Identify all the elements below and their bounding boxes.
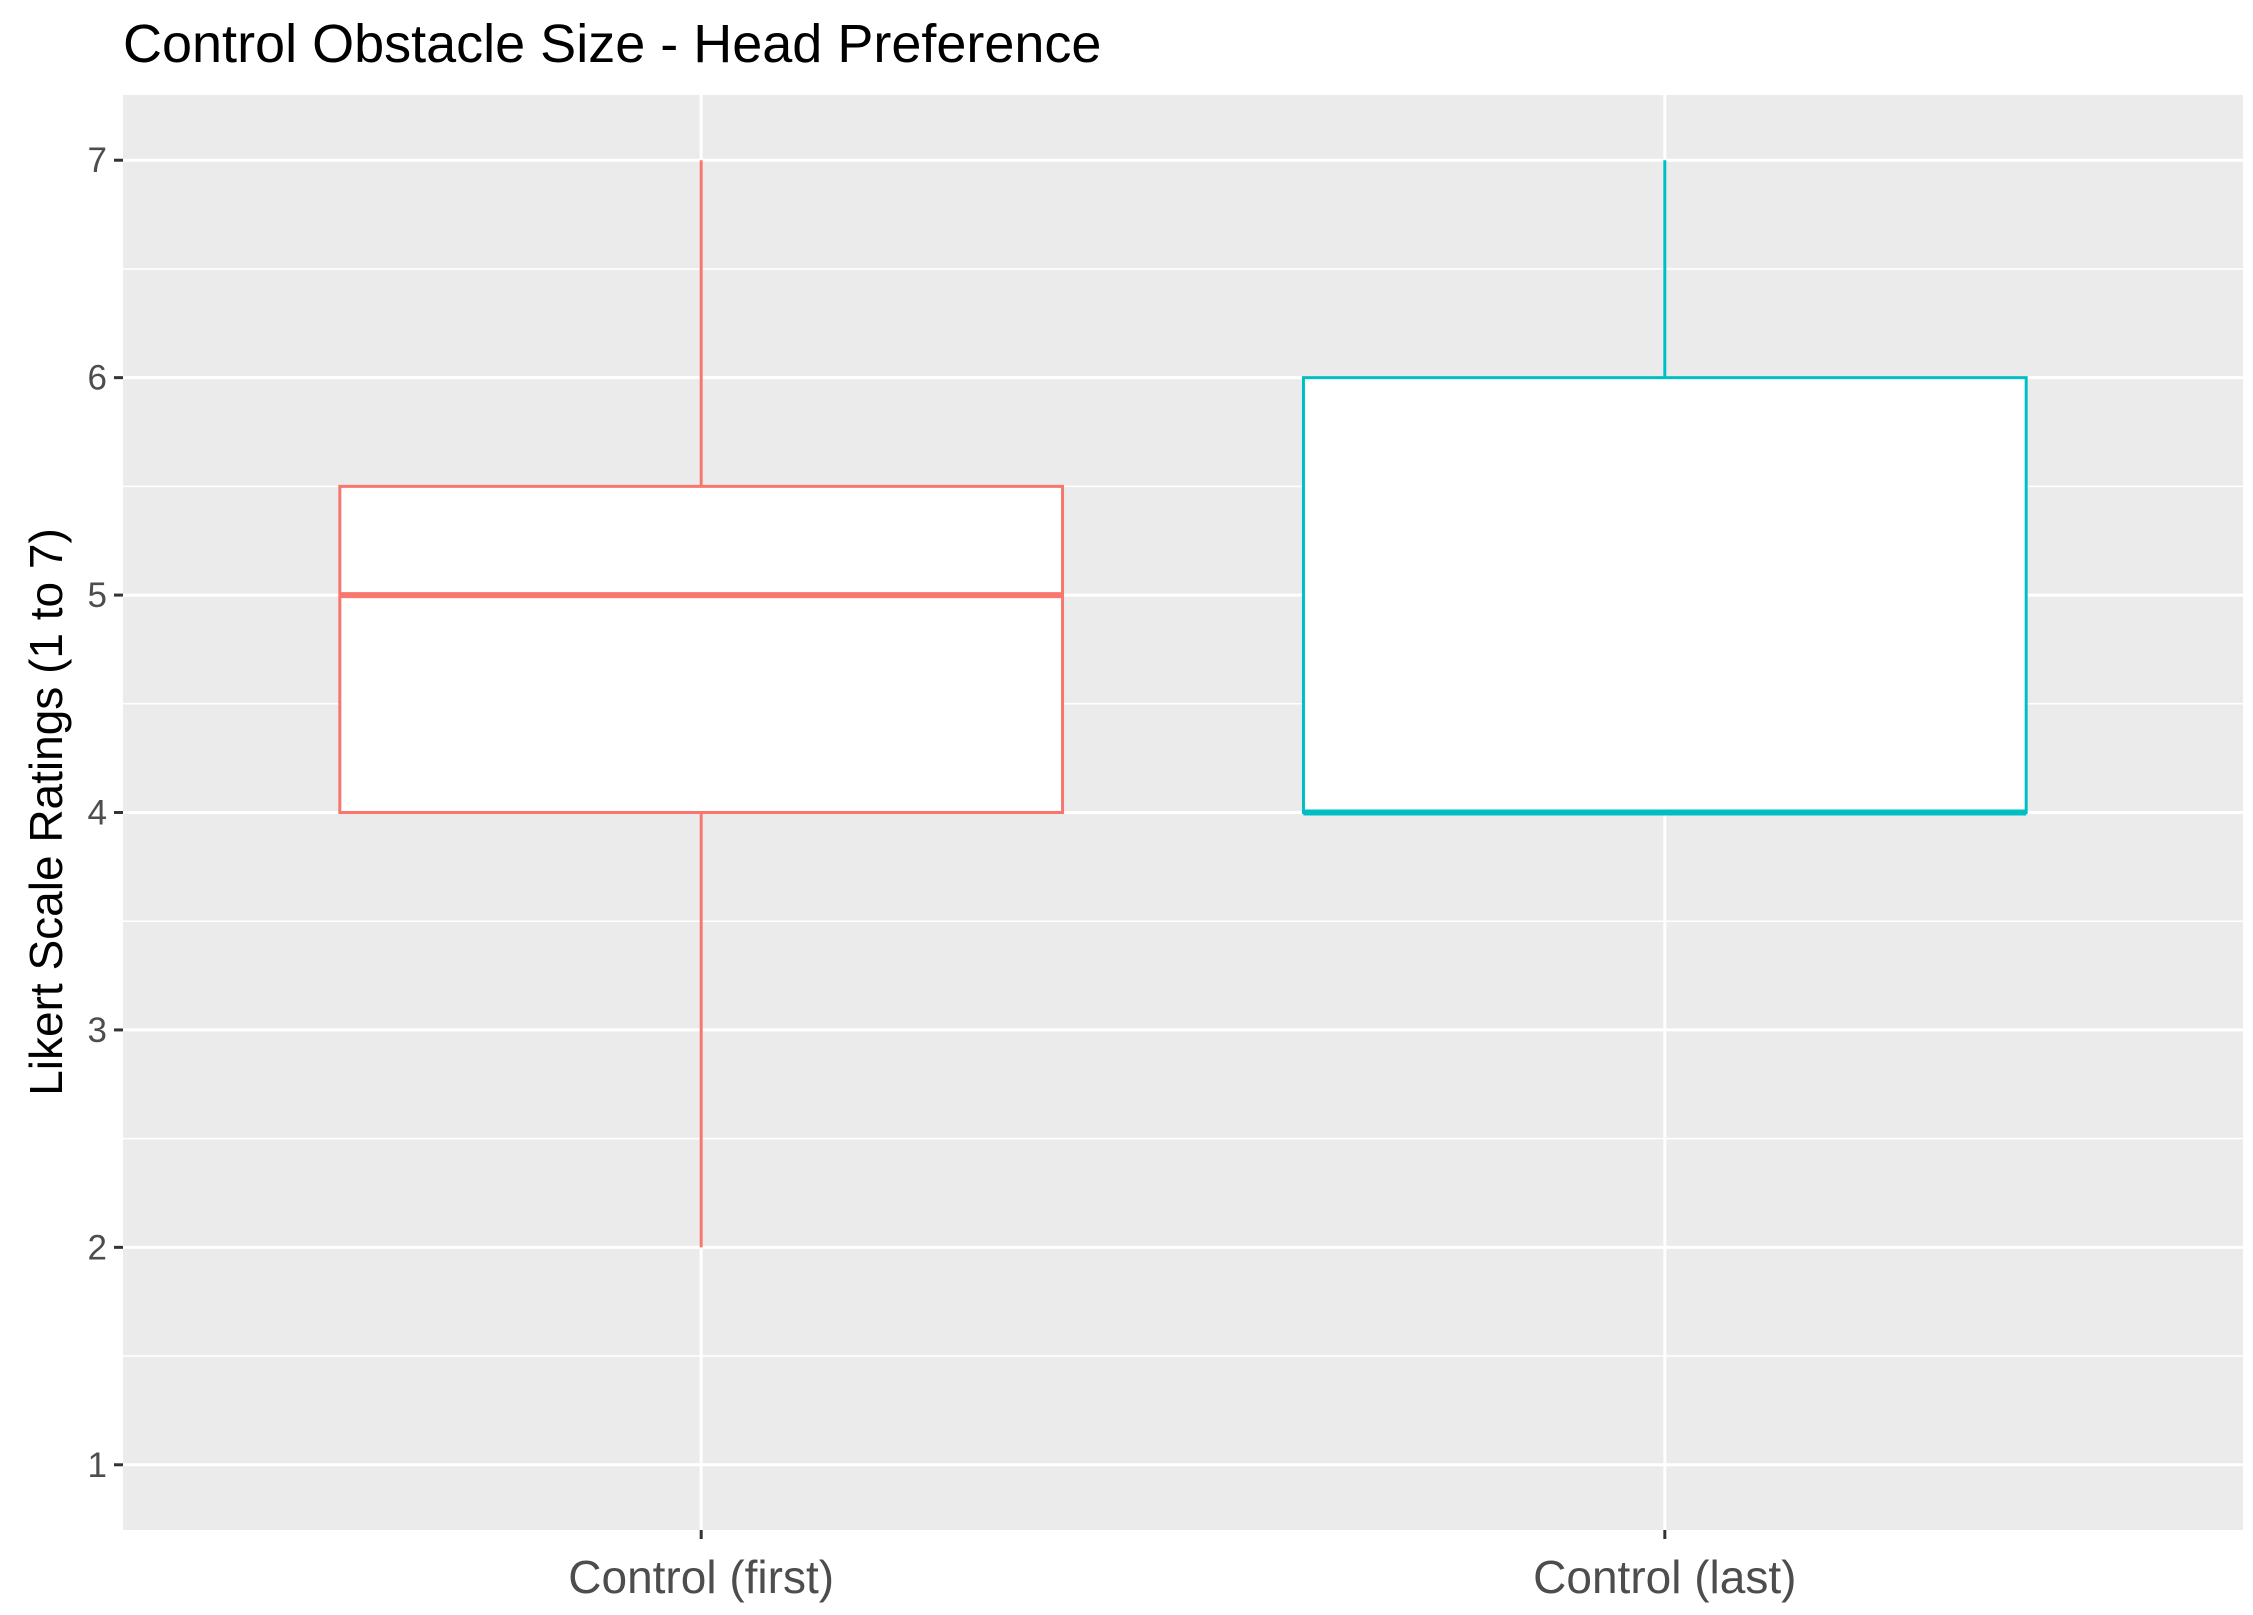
y-axis: 1 2 3 4 5 6 7 (88, 141, 123, 1485)
x-axis: Control (first) Control (last) (568, 1530, 1796, 1603)
y-tick-label: 5 (88, 576, 107, 615)
box-layer (338, 160, 2028, 1248)
box-body (338, 484, 1065, 814)
y-tick-label: 3 (88, 1011, 107, 1050)
x-tick-label: Control (first) (568, 1551, 834, 1603)
chart-title: Control Obstacle Size - Head Preference (123, 14, 1101, 74)
box-control-first (338, 160, 1065, 1248)
y-tick-label: 6 (88, 359, 107, 398)
y-tick-label: 2 (88, 1228, 107, 1267)
y-tick-label: 4 (88, 794, 107, 833)
box-control-last (1301, 160, 2028, 816)
y-tick-label: 1 (88, 1446, 107, 1485)
box-body (1301, 376, 2028, 814)
y-axis-title: Likert Scale Ratings (1 to 7) (20, 528, 72, 1096)
y-tick-label: 7 (88, 141, 107, 180)
x-tick-label: Control (last) (1533, 1551, 1796, 1603)
